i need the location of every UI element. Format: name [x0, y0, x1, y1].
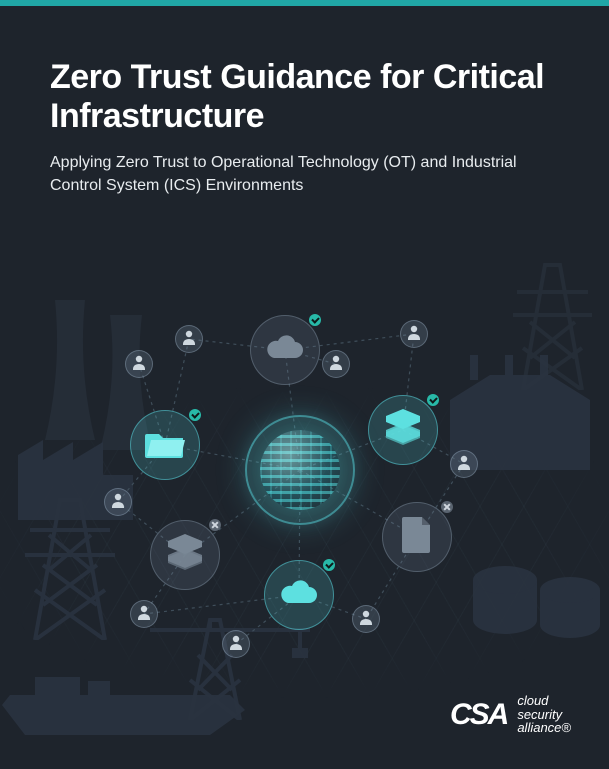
user-icon [358, 609, 374, 630]
close-icon [209, 519, 221, 531]
user-icon [181, 329, 197, 350]
folder-l-node [130, 410, 200, 480]
check-icon [323, 559, 335, 571]
user-bl2-node [130, 600, 158, 628]
user-r-node [450, 450, 478, 478]
file-icon [402, 517, 432, 558]
csa-logo-line-1: cloud [517, 694, 571, 708]
server-icon [168, 534, 202, 577]
cover-illustration [0, 230, 609, 769]
user-icon [110, 492, 126, 513]
globe-icon [260, 430, 340, 510]
user-icon [328, 354, 344, 375]
cloud-icon [265, 334, 305, 367]
user-l-node [104, 488, 132, 516]
network-nodes [0, 230, 609, 769]
user-bl-node [222, 630, 250, 658]
center-node [245, 415, 355, 525]
csa-logo-line-2: security [517, 708, 571, 722]
page-subtitle: Applying Zero Trust to Operational Techn… [50, 152, 559, 197]
check-icon [309, 314, 321, 326]
check-icon [427, 394, 439, 406]
csa-logo: CSA cloud security alliance® [450, 694, 571, 735]
csa-logo-mark: CSA [450, 700, 507, 730]
cloud-icon [279, 579, 319, 612]
csa-logo-line-3: alliance® [517, 721, 571, 735]
user-icon [228, 634, 244, 655]
cloud-top-node [250, 315, 320, 385]
user-icon [456, 454, 472, 475]
user-icon [136, 604, 152, 625]
user-lt-node [125, 350, 153, 378]
user-br-node [352, 605, 380, 633]
user-icon [406, 324, 422, 345]
close-icon [441, 501, 453, 513]
user-tm-node [322, 350, 350, 378]
user-tl-node [175, 325, 203, 353]
file-br-node [382, 502, 452, 572]
page-title: Zero Trust Guidance for Critical Infrast… [50, 58, 559, 136]
user-icon [131, 354, 147, 375]
folder-icon [145, 428, 185, 463]
server-r-node [368, 395, 438, 465]
cloud-b-node [264, 560, 334, 630]
check-icon [189, 409, 201, 421]
server-icon [386, 409, 420, 452]
csa-logo-text: cloud security alliance® [517, 694, 571, 735]
user-tr-node [400, 320, 428, 348]
server-bl-node [150, 520, 220, 590]
